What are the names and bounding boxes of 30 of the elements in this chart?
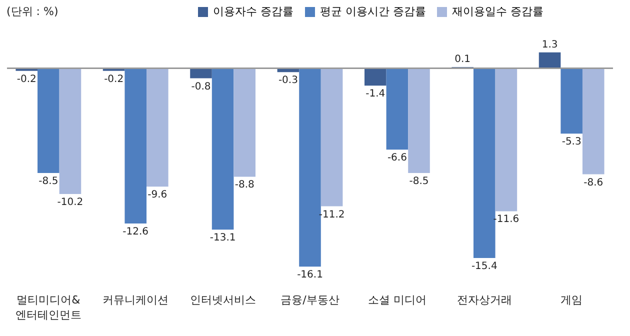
data-label: -8.5 [38,176,58,188]
legend-label: 재이용일수 증감률 [452,5,544,18]
x-tick-label: 멀티미디어& 엔터테인먼트 [15,294,82,322]
data-label: 1.3 [542,39,558,50]
data-label: -1.4 [366,88,386,100]
x-tick-label: 소셜 미디어 [368,294,426,306]
data-label: -8.8 [234,180,254,191]
x-tick-label: 인터넷서비스 [190,294,256,306]
data-label: -6.6 [387,152,407,164]
data-label: -5.3 [562,136,582,148]
x-tick-label: 커뮤니케이션 [102,294,169,306]
x-tick-label: 전자상거래 [456,294,512,306]
data-label: -8.6 [584,177,604,188]
x-tick-label: 게임 [560,294,583,306]
data-label: -0.3 [278,75,298,86]
x-tick-label: 금융/부동산 [280,294,340,306]
legend-label: 평균 이용시간 증감률 [320,5,426,18]
data-label: -0.2 [104,74,124,85]
data-label: 0.1 [454,54,471,66]
data-label: -16.1 [297,270,323,281]
legend-label: 이용자수 증감률 [213,5,294,18]
data-label: -13.1 [210,232,236,244]
data-label: -9.6 [148,190,168,201]
data-label: -10.2 [57,196,84,208]
data-label: -12.6 [122,226,149,238]
data-label: -0.2 [16,74,36,85]
text: (단위 : %) [6,5,58,18]
data-label: -0.8 [191,81,211,92]
data-label: -8.5 [409,176,429,188]
data-label: -15.4 [471,260,498,272]
